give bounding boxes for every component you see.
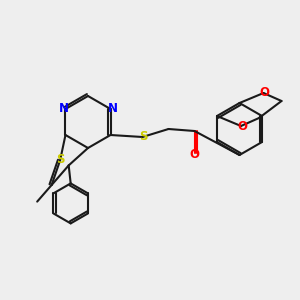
Text: S: S	[139, 130, 148, 142]
Text: O: O	[190, 148, 200, 160]
Text: S: S	[56, 153, 64, 166]
Text: N: N	[107, 103, 118, 116]
Text: O: O	[237, 121, 247, 134]
Text: O: O	[260, 85, 269, 98]
Text: N: N	[58, 103, 68, 116]
